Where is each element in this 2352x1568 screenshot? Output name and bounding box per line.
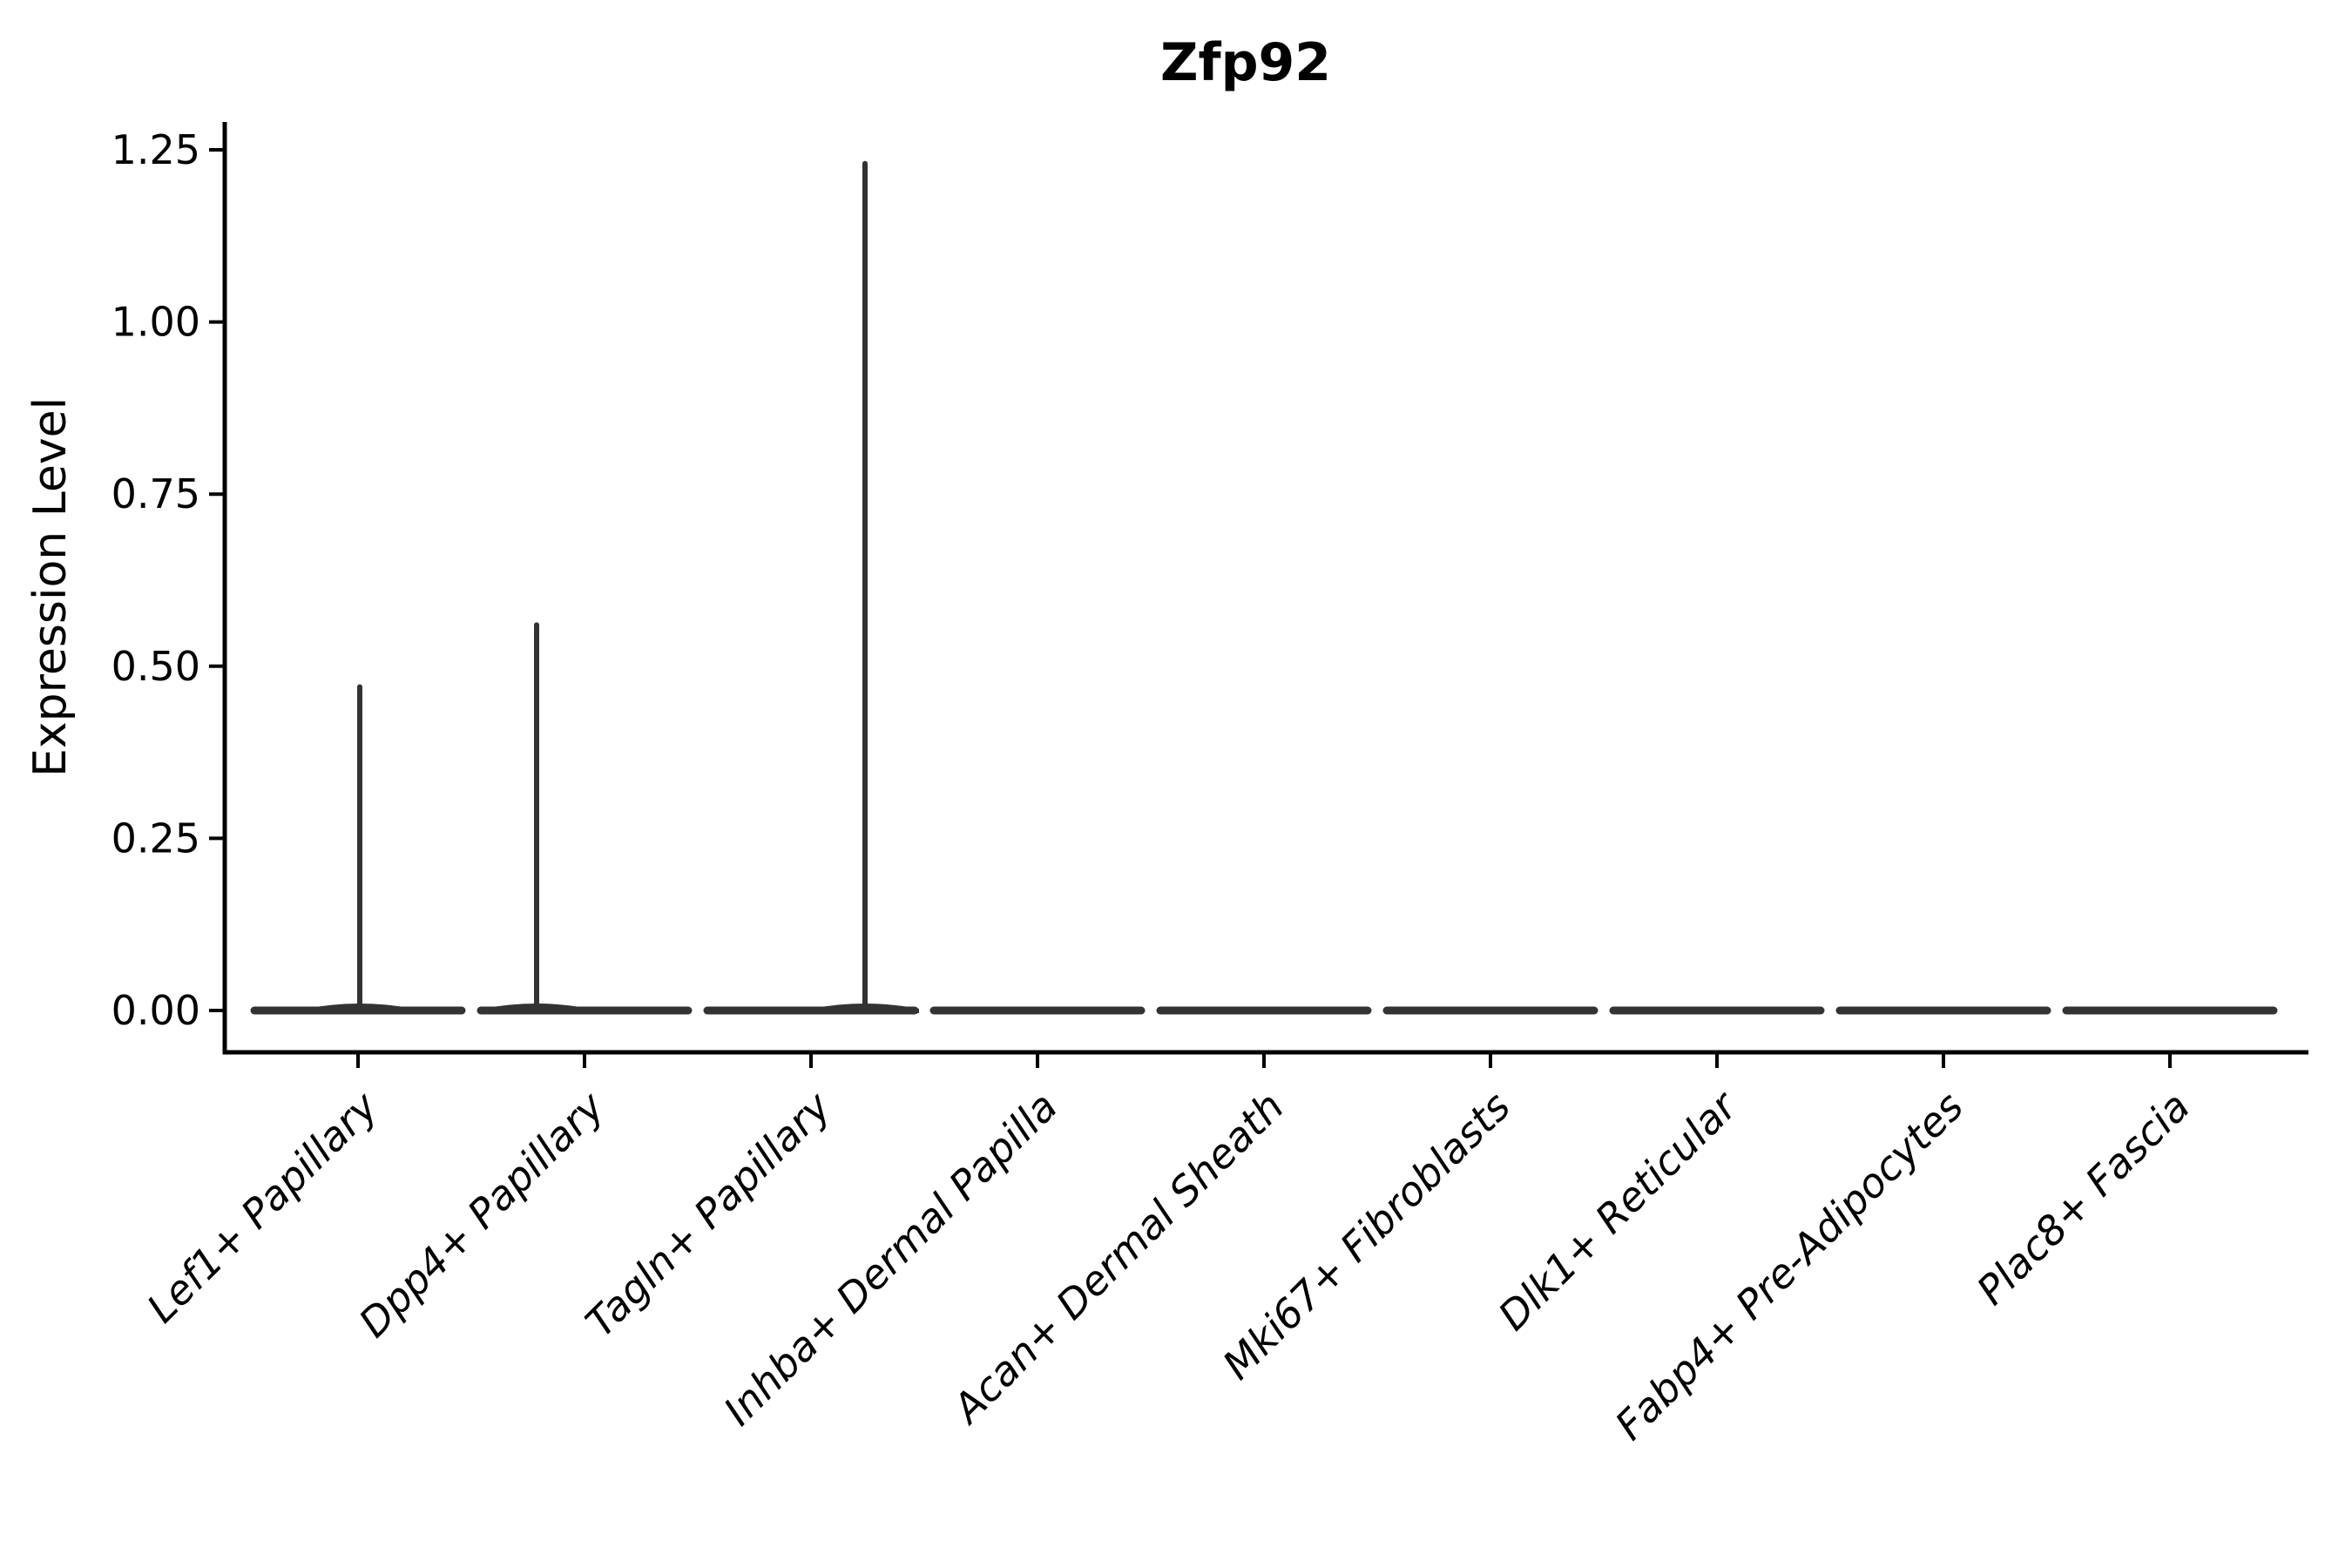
y-tick-label: 1.25: [112, 126, 200, 173]
violins-layer: [250, 160, 2278, 1015]
x-tick-label: Dlk1+ Reticular: [1489, 1081, 1747, 1340]
y-tick-label: 0.00: [112, 987, 200, 1034]
y-tick-label: 0.25: [112, 814, 200, 862]
x-tick-label: Tagln+ Papillary: [577, 1082, 841, 1346]
axes-layer: [209, 122, 2308, 1068]
x-tick-label: Plac8+ Fascia: [1968, 1083, 2199, 1314]
x-tick-label: Dpp4+ Papillary: [349, 1082, 613, 1346]
violin: [476, 622, 693, 1015]
y-tick-label: 0.50: [112, 643, 200, 690]
y-tick-label: 1.00: [112, 299, 200, 346]
y-tick-label: 0.75: [112, 470, 200, 517]
plot-title: Zfp92: [1160, 32, 1331, 93]
violin: [250, 684, 466, 1015]
y-axis-label: Expression Level: [24, 397, 77, 777]
violin: [703, 160, 919, 1015]
axis-spine: [222, 122, 2308, 1055]
x-tick-label: Lef1+ Papillary: [138, 1082, 387, 1331]
